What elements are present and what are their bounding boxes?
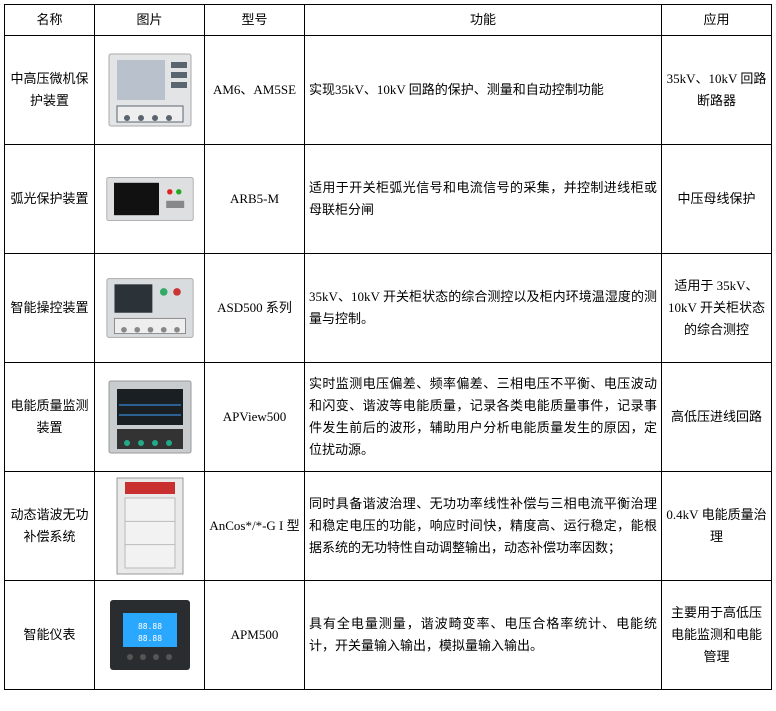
header-row: 名称 图片 型号 功能 应用 bbox=[5, 5, 772, 36]
th-app: 应用 bbox=[662, 5, 772, 36]
cell-model: APM500 bbox=[205, 581, 305, 690]
cell-function: 适用于开关柜弧光信号和电流信号的采集，并控制进线柜或母联柜分闸 bbox=[305, 145, 662, 254]
cell-application: 0.4kV 电能质量治理 bbox=[662, 472, 772, 581]
cell-image bbox=[95, 254, 205, 363]
cell-image bbox=[95, 363, 205, 472]
device-grey-screen-icon bbox=[105, 50, 195, 130]
cell-model: ARB5-M bbox=[205, 145, 305, 254]
cell-application: 高低压进线回路 bbox=[662, 363, 772, 472]
table-row: 智能仪表 88.88 88.88 APM500具有全电量测量，谐波畸变率、电压合… bbox=[5, 581, 772, 690]
cell-name: 智能操控装置 bbox=[5, 254, 95, 363]
cell-image bbox=[95, 145, 205, 254]
cell-name: 电能质量监测装置 bbox=[5, 363, 95, 472]
cell-model: ASD500 系列 bbox=[205, 254, 305, 363]
cell-application: 适用于 35kV、10kV 开关柜状态的综合测控 bbox=[662, 254, 772, 363]
th-func: 功能 bbox=[305, 5, 662, 36]
svg-text:88.88: 88.88 bbox=[137, 622, 161, 631]
table-row: 电能质量监测装置 APView500实时监测电压偏差、频率偏差、三相电压不平衡、… bbox=[5, 363, 772, 472]
cell-name: 动态谐波无功补偿系统 bbox=[5, 472, 95, 581]
table-body: 中高压微机保护装置 AM6、AM5SE实现35kV、10kV 回路的保护、测量和… bbox=[5, 36, 772, 690]
cell-application: 中压母线保护 bbox=[662, 145, 772, 254]
cell-model: AM6、AM5SE bbox=[205, 36, 305, 145]
cell-model: AnCos*/*-G I 型 bbox=[205, 472, 305, 581]
th-name: 名称 bbox=[5, 5, 95, 36]
table-row: 中高压微机保护装置 AM6、AM5SE实现35kV、10kV 回路的保护、测量和… bbox=[5, 36, 772, 145]
cell-function: 35kV、10kV 开关柜状态的综合测控以及柜内环境温湿度的测量与控制。 bbox=[305, 254, 662, 363]
cell-image bbox=[95, 36, 205, 145]
table-row: 动态谐波无功补偿系统 AnCos*/*-G I 型同时具备谐波治理、无功功率线性… bbox=[5, 472, 772, 581]
cell-model: APView500 bbox=[205, 363, 305, 472]
table-row: 弧光保护装置 ARB5-M适用于开关柜弧光信号和电流信号的采集，并控制进线柜或母… bbox=[5, 145, 772, 254]
cell-image: 88.88 88.88 bbox=[95, 581, 205, 690]
cell-function: 同时具备谐波治理、无功功率线性补偿与三相电流平衡治理和稳定电压的功能，响应时间快… bbox=[305, 472, 662, 581]
cell-name: 智能仪表 bbox=[5, 581, 95, 690]
product-table: 名称 图片 型号 功能 应用 中高压微机保护装置 AM6、AM5SE实现35kV… bbox=[4, 4, 772, 690]
cell-name: 弧光保护装置 bbox=[5, 145, 95, 254]
svg-text:88.88: 88.88 bbox=[137, 634, 161, 643]
cell-image bbox=[95, 472, 205, 581]
cell-function: 实时监测电压偏差、频率偏差、三相电压不平衡、电压波动和闪变、谐波等电能质量，记录… bbox=[305, 363, 662, 472]
cell-function: 实现35kV、10kV 回路的保护、测量和自动控制功能 bbox=[305, 36, 662, 145]
cell-name: 中高压微机保护装置 bbox=[5, 36, 95, 145]
cell-function: 具有全电量测量，谐波畸变率、电压合格率统计、电能统计，开关量输入输出，模拟量输入… bbox=[305, 581, 662, 690]
cell-application: 主要用于高低压电能监测和电能管理 bbox=[662, 581, 772, 690]
device-meter-icon: 88.88 88.88 bbox=[105, 595, 195, 675]
th-image: 图片 bbox=[95, 5, 205, 36]
table-row: 智能操控装置 ASD500 系列35kV、10kV 开关柜状态的综合测控以及柜内… bbox=[5, 254, 772, 363]
device-dark-screen-icon bbox=[105, 377, 195, 457]
th-model: 型号 bbox=[205, 5, 305, 36]
device-cabinet-icon bbox=[105, 486, 195, 566]
device-grey-buttons-icon bbox=[105, 268, 195, 348]
device-black-panel-icon bbox=[105, 159, 195, 239]
cell-application: 35kV、10kV 回路断路器 bbox=[662, 36, 772, 145]
